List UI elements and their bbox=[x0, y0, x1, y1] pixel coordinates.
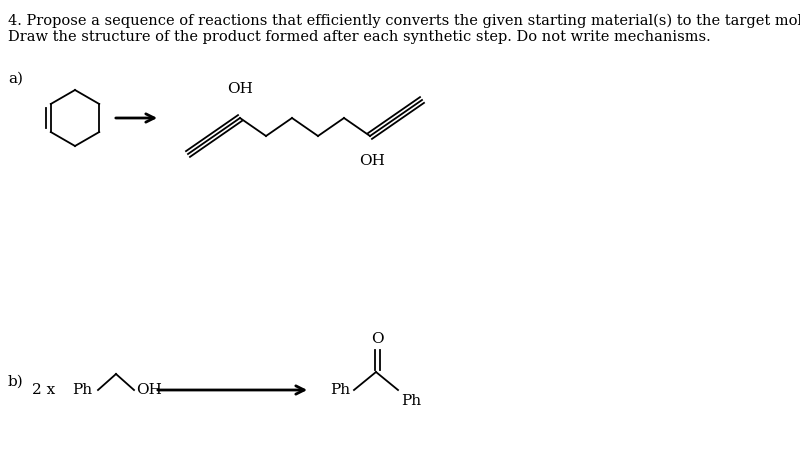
Text: OH: OH bbox=[227, 82, 253, 96]
Text: Draw the structure of the product formed after each synthetic step. Do not write: Draw the structure of the product formed… bbox=[8, 30, 710, 44]
Text: OH: OH bbox=[136, 383, 162, 397]
Text: O: O bbox=[370, 332, 383, 346]
Text: 4. Propose a sequence of reactions that efficiently converts the given starting : 4. Propose a sequence of reactions that … bbox=[8, 14, 800, 28]
Text: Ph: Ph bbox=[330, 383, 350, 397]
Text: b): b) bbox=[8, 375, 24, 389]
Text: 2 x: 2 x bbox=[32, 383, 55, 397]
Text: OH: OH bbox=[359, 154, 385, 168]
Text: a): a) bbox=[8, 72, 23, 86]
Text: Ph: Ph bbox=[72, 383, 92, 397]
Text: Ph: Ph bbox=[401, 394, 421, 408]
